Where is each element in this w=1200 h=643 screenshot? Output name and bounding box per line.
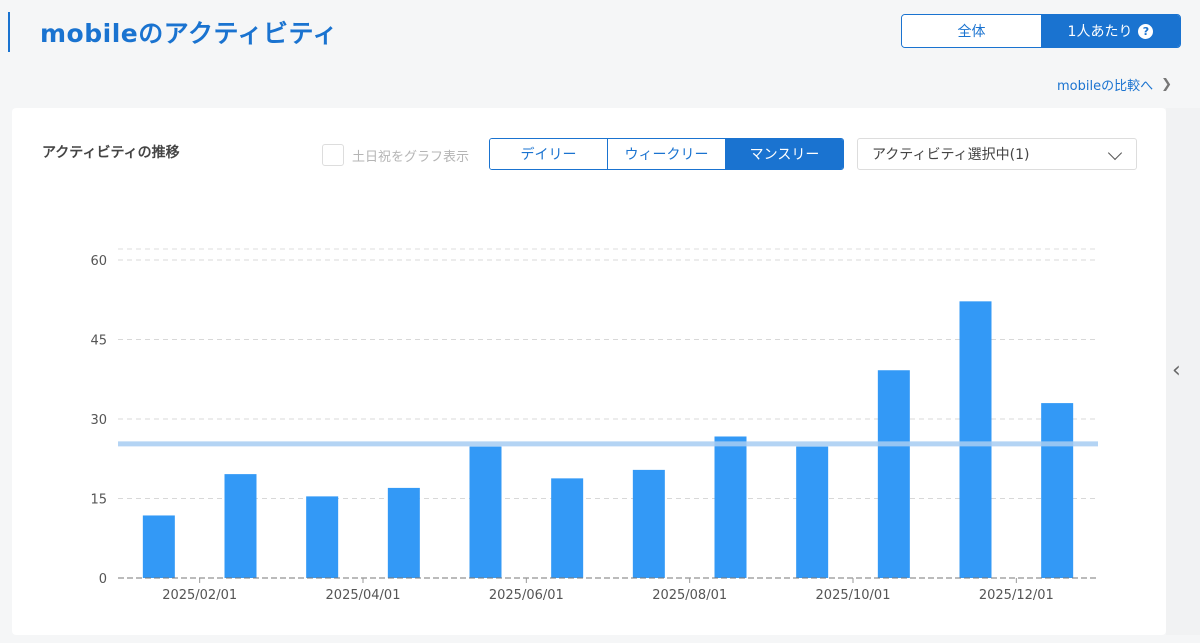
x-tick-label: 2025/04/01: [326, 588, 401, 603]
activity-select-value: アクティビティ選択中(1): [872, 147, 1030, 163]
y-tick-label: 30: [90, 413, 107, 428]
bar[interactable]: [1041, 403, 1074, 578]
scope-toggle: 全体 1人あたり ?: [901, 14, 1181, 48]
weekend-checkbox-label: 土日祝をグラフ表示: [352, 149, 470, 165]
y-tick-label: 60: [90, 254, 107, 269]
chevron-right-icon: ❯: [1161, 77, 1172, 92]
compare-link-label: mobileの比較へ: [1057, 79, 1154, 94]
x-tick-label: 2025/02/01: [162, 588, 237, 603]
x-tick-label: 2025/08/01: [652, 588, 727, 603]
y-tick-label: 15: [90, 493, 107, 508]
bar[interactable]: [142, 515, 175, 578]
period-weekly-button[interactable]: ウィークリー: [608, 139, 726, 169]
scope-all-label: 全体: [957, 24, 986, 40]
compare-link[interactable]: mobileの比較へ ❯: [1057, 75, 1172, 94]
y-tick-label: 0: [99, 572, 107, 587]
chevron-left-icon[interactable]: ‹: [1172, 358, 1181, 383]
bar[interactable]: [306, 496, 339, 578]
x-tick-label: 2025/06/01: [489, 588, 564, 603]
bar[interactable]: [959, 301, 992, 578]
section-title: アクティビティの推移: [42, 145, 180, 161]
period-daily-button[interactable]: デイリー: [490, 139, 608, 169]
bar[interactable]: [714, 436, 747, 578]
y-tick-label: 45: [90, 334, 107, 349]
bar[interactable]: [551, 478, 584, 578]
bar[interactable]: [796, 446, 829, 578]
page-title: mobileのアクティビティ: [40, 19, 338, 48]
activity-select[interactable]: アクティビティ選択中(1): [857, 138, 1137, 170]
side-panel-gutter: [1166, 108, 1200, 635]
scope-per-user-label: 1人あたり: [1067, 24, 1133, 40]
scope-per-user-button[interactable]: 1人あたり ?: [1041, 15, 1180, 47]
scope-all-button[interactable]: 全体: [902, 15, 1041, 47]
weekend-checkbox[interactable]: [322, 144, 344, 166]
page-header: mobileのアクティビティ: [8, 12, 338, 52]
bar[interactable]: [469, 446, 502, 578]
x-tick-label: 2025/10/01: [816, 588, 891, 603]
x-tick-label: 2025/12/01: [979, 588, 1054, 603]
bar[interactable]: [877, 370, 910, 578]
weekend-checkbox-group[interactable]: 土日祝をグラフ表示: [322, 144, 469, 166]
bar[interactable]: [224, 474, 257, 578]
period-monthly-button[interactable]: マンスリー: [726, 139, 843, 169]
bar[interactable]: [387, 487, 420, 578]
period-toggle: デイリー ウィークリー マンスリー: [489, 138, 844, 170]
bar[interactable]: [632, 469, 665, 578]
help-icon[interactable]: ?: [1138, 23, 1154, 39]
